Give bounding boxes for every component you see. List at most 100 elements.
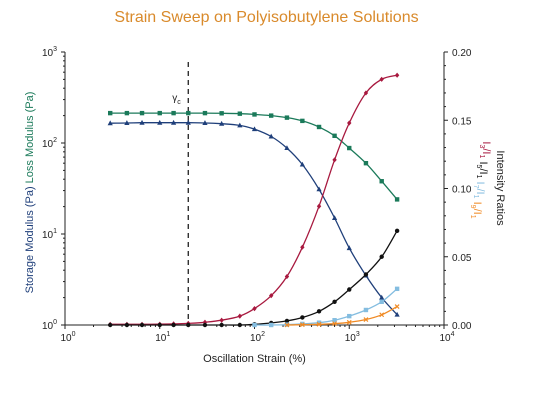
data-point bbox=[363, 307, 369, 313]
data-point bbox=[316, 124, 322, 130]
data-point bbox=[379, 254, 384, 259]
data-point bbox=[186, 322, 191, 328]
data-point bbox=[379, 76, 384, 82]
data-point bbox=[185, 119, 191, 125]
data-point bbox=[157, 110, 162, 116]
data-point bbox=[299, 161, 305, 167]
data-point bbox=[347, 313, 352, 319]
y-left-axis-label: Storage Modulus (Pa) Loss Modulus (Pa) bbox=[24, 92, 36, 294]
data-point bbox=[332, 321, 337, 327]
y-left-tick-label: 100 bbox=[42, 319, 57, 332]
data-point bbox=[316, 309, 322, 314]
data-point bbox=[124, 110, 130, 116]
data-point bbox=[363, 272, 369, 277]
data-point bbox=[346, 245, 352, 251]
data-point bbox=[107, 120, 113, 126]
data-point bbox=[252, 322, 257, 328]
y-left-tick-label: 102 bbox=[42, 137, 57, 150]
x-tick-label: 103 bbox=[345, 331, 360, 344]
data-point bbox=[124, 120, 130, 125]
data-point bbox=[157, 119, 163, 125]
x-axis-label: Oscillation Strain (%) bbox=[203, 353, 306, 365]
data-point bbox=[379, 294, 385, 300]
data-point bbox=[379, 299, 384, 304]
data-point bbox=[171, 110, 176, 116]
data-point bbox=[139, 119, 145, 125]
y-right-tick-label: 0.05 bbox=[452, 253, 472, 264]
data-point bbox=[237, 322, 243, 328]
y-left-tick-label: 103 bbox=[42, 46, 57, 59]
data-point bbox=[139, 322, 145, 328]
data-point bbox=[379, 312, 385, 318]
y-left-tick-label: 101 bbox=[42, 228, 57, 241]
x-tick-label: 104 bbox=[439, 331, 454, 344]
data-point bbox=[139, 110, 145, 116]
data-point bbox=[346, 319, 352, 325]
data-point bbox=[268, 113, 274, 118]
x-tick-label: 102 bbox=[250, 331, 265, 344]
data-point bbox=[394, 228, 400, 234]
data-point bbox=[363, 90, 369, 96]
data-point bbox=[186, 110, 191, 116]
data-point bbox=[219, 111, 224, 116]
data-point bbox=[170, 119, 177, 125]
data-point bbox=[202, 120, 208, 125]
data-point bbox=[332, 299, 337, 304]
y-right-tick-label: 0.20 bbox=[452, 48, 472, 59]
data-point bbox=[108, 110, 113, 116]
series-line-5 bbox=[254, 288, 398, 326]
data-point bbox=[237, 122, 243, 128]
data-point bbox=[363, 317, 369, 322]
x-tick-label: 101 bbox=[155, 331, 170, 344]
data-point bbox=[316, 320, 322, 325]
data-point bbox=[347, 120, 352, 126]
chart-title: Strain Sweep on Polyisobutylene Solution… bbox=[114, 9, 419, 26]
data-point bbox=[202, 110, 208, 116]
data-point bbox=[332, 318, 337, 323]
data-point bbox=[379, 179, 384, 184]
data-point bbox=[394, 72, 400, 78]
x-tick-label: 100 bbox=[60, 331, 75, 344]
y-right-tick-label: 0.10 bbox=[452, 185, 472, 196]
data-point bbox=[347, 145, 352, 151]
y-right-tick-label: 0.00 bbox=[452, 321, 472, 332]
data-point bbox=[157, 322, 162, 328]
series-line-1 bbox=[110, 112, 398, 200]
data-point bbox=[363, 160, 369, 166]
data-point bbox=[284, 115, 290, 120]
data-point bbox=[316, 321, 322, 327]
data-point bbox=[299, 322, 305, 328]
data-point bbox=[251, 126, 258, 132]
data-point bbox=[284, 322, 290, 328]
data-point bbox=[394, 286, 400, 292]
critical-strain-label: γc bbox=[172, 93, 181, 106]
data-point bbox=[268, 293, 274, 299]
data-point bbox=[252, 112, 257, 117]
data-point bbox=[300, 244, 305, 250]
data-point bbox=[237, 111, 243, 116]
data-point bbox=[394, 304, 400, 309]
data-point bbox=[284, 145, 290, 151]
data-point bbox=[284, 273, 290, 280]
data-point bbox=[237, 313, 243, 319]
y-right-axis-label: Intensity Ratios bbox=[494, 150, 506, 226]
data-point bbox=[332, 133, 337, 138]
series-line-4 bbox=[110, 230, 398, 326]
data-point bbox=[394, 311, 400, 317]
data-point bbox=[108, 322, 113, 328]
data-point bbox=[316, 203, 322, 209]
data-point bbox=[219, 317, 224, 323]
data-point bbox=[394, 197, 400, 202]
data-point bbox=[347, 287, 352, 292]
data-point bbox=[316, 186, 322, 192]
data-point bbox=[331, 215, 338, 220]
data-point bbox=[202, 319, 208, 325]
data-point bbox=[219, 120, 225, 126]
data-point bbox=[268, 133, 274, 139]
data-point bbox=[300, 315, 305, 320]
data-point bbox=[300, 118, 305, 124]
data-point bbox=[124, 322, 130, 328]
y-right-tick-label: 0.15 bbox=[452, 116, 472, 127]
data-point bbox=[268, 322, 274, 328]
